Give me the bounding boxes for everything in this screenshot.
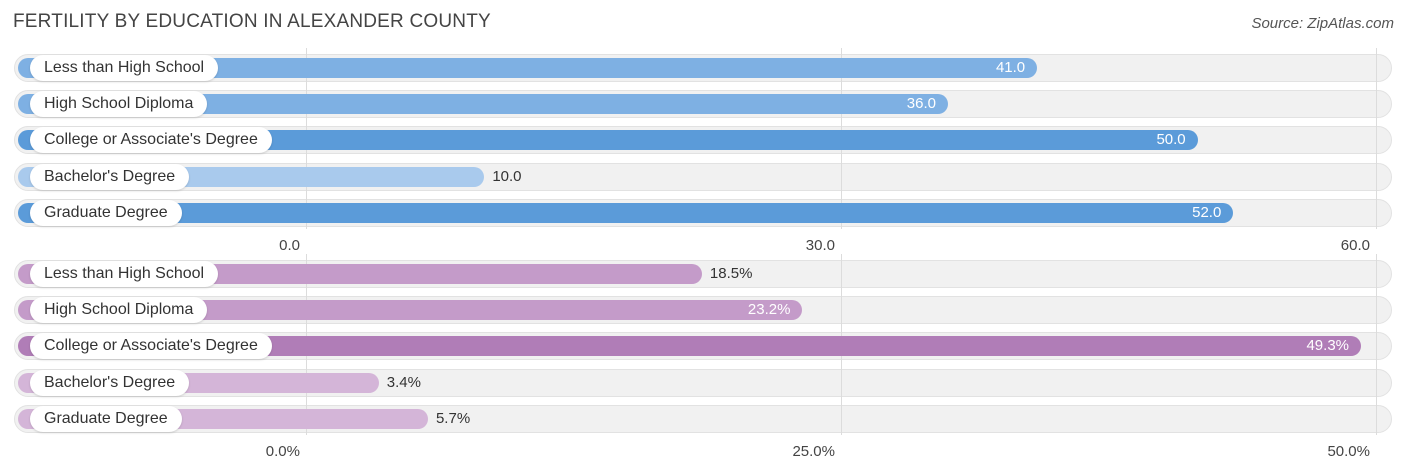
bar (18, 130, 1198, 151)
category-label: High School Diploma (30, 297, 208, 324)
axis-tick-label: 0.0 (279, 237, 300, 254)
axis-tick-label: 50.0% (1327, 443, 1370, 460)
axis-tick-label: 60.0 (1340, 237, 1370, 254)
chart-title: FERTILITY BY EDUCATION IN ALEXANDER COUN… (13, 11, 491, 32)
category-label: Bachelor's Degree (30, 163, 190, 190)
category-label: Graduate Degree (30, 199, 182, 226)
category-label: Bachelor's Degree (30, 369, 190, 396)
axis-tick-label: 0.0% (265, 443, 300, 460)
value-label: 49.3% (1306, 337, 1350, 355)
category-label: High School Diploma (30, 91, 208, 118)
value-label: 23.2% (747, 301, 791, 319)
value-label: 5.7% (435, 409, 471, 427)
value-label: 50.0 (1156, 131, 1186, 149)
value-label: 10.0 (492, 167, 522, 185)
category-label: Less than High School (30, 55, 219, 81)
category-label: College or Associate's Degree (30, 127, 272, 154)
value-label: 36.0 (906, 95, 936, 113)
axis-tick-label: 30.0 (805, 237, 835, 254)
bar (18, 300, 803, 321)
gridline (1376, 254, 1377, 435)
bar (18, 336, 1362, 357)
value-label: 3.4% (386, 373, 421, 391)
category-label: College or Associate's Degree (30, 333, 272, 360)
value-label: 18.5% (709, 265, 753, 282)
gridline (1376, 48, 1377, 229)
value-label: 41.0 (995, 59, 1026, 76)
bar (18, 202, 1234, 223)
category-label: Less than High School (30, 261, 219, 287)
bar (18, 94, 948, 115)
value-label: 52.0 (1192, 203, 1222, 221)
category-label: Graduate Degree (30, 405, 182, 432)
source-credit: Source: ZipAtlas.com (1251, 15, 1394, 32)
bar (18, 58, 1038, 78)
axis-tick-label: 25.0% (792, 443, 835, 460)
